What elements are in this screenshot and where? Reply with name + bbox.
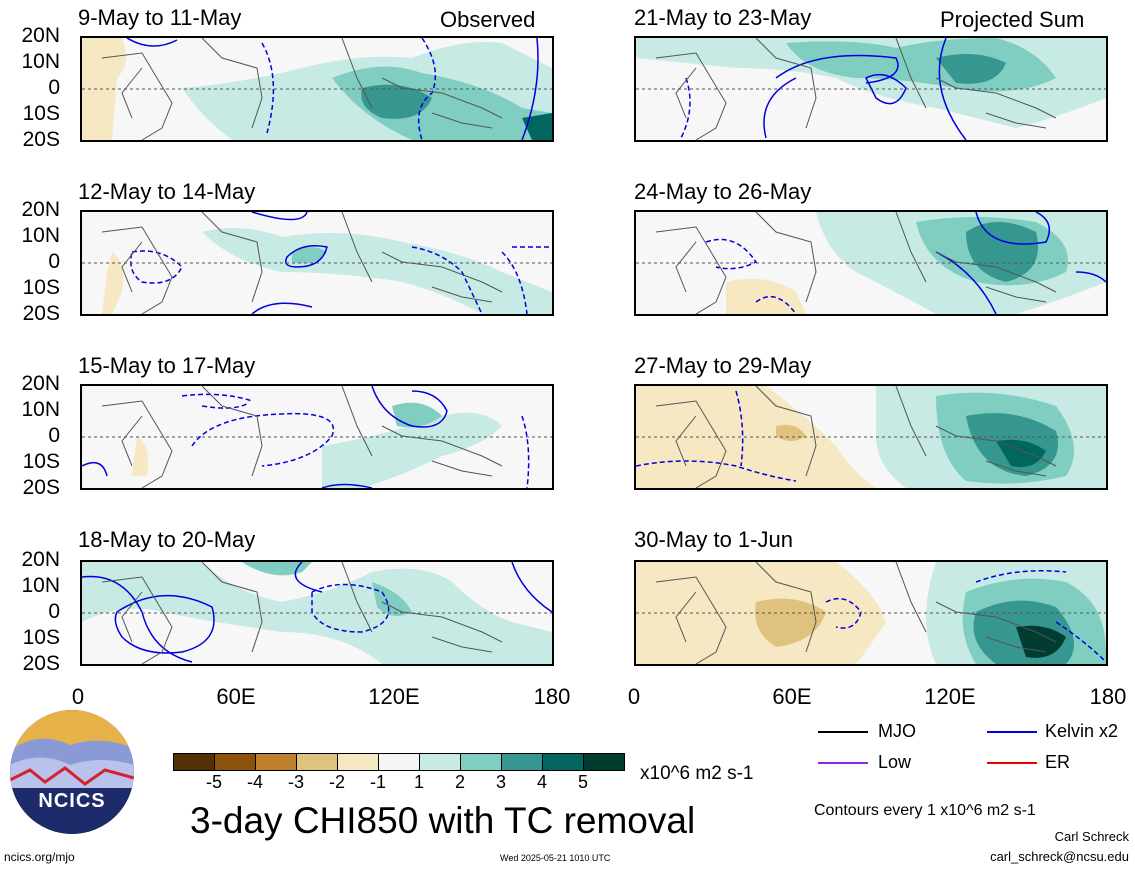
map-panel-7 bbox=[634, 384, 1108, 490]
colorbar-label: 1 bbox=[413, 772, 424, 792]
panel-title: 24-May to 26-May bbox=[634, 179, 812, 204]
panel-tag-projected: Projected Sum bbox=[940, 7, 1085, 32]
colorbar-swatch bbox=[173, 753, 215, 771]
site-link[interactable]: ncics.org/mjo bbox=[4, 850, 75, 864]
panel-title: 30-May to 1-Jun bbox=[634, 527, 793, 552]
lat-tick: 10S bbox=[22, 102, 60, 125]
main-title: 3-day CHI850 with TC removal bbox=[190, 800, 696, 841]
map-panel-3 bbox=[80, 384, 554, 490]
lon-tick: 180 bbox=[533, 684, 571, 709]
colorbar-swatch bbox=[214, 753, 256, 771]
lon-tick: 120E bbox=[368, 684, 420, 709]
lat-tick: 0 bbox=[48, 76, 60, 99]
map-panel-8 bbox=[634, 560, 1108, 666]
lat-tick: 20S bbox=[22, 476, 60, 499]
colorbar-label: 4 bbox=[536, 772, 547, 792]
lon-tick: 0 bbox=[71, 684, 85, 709]
lon-tick: 60E bbox=[216, 684, 256, 709]
colorbar-swatch bbox=[460, 753, 502, 771]
logo-text: NCICS bbox=[38, 790, 106, 812]
lon-tick: 0 bbox=[627, 684, 641, 709]
lon-tick: 120E bbox=[924, 684, 976, 709]
map-panel-4 bbox=[80, 560, 554, 666]
legend-label: Kelvin x2 bbox=[1045, 721, 1119, 741]
lat-tick: 20N bbox=[21, 24, 60, 47]
author: Carl Schreck bbox=[1054, 829, 1129, 844]
colorbar-units: x10^6 m2 s-1 bbox=[640, 763, 754, 784]
legend-swatch-mjo bbox=[818, 731, 868, 733]
colorbar-swatch bbox=[296, 753, 338, 771]
lat-tick: 10S bbox=[22, 450, 60, 473]
lat-tick: 10N bbox=[21, 50, 60, 73]
legend-swatch-kelvin bbox=[987, 731, 1037, 733]
colorbar-swatch bbox=[542, 753, 584, 771]
map-panel-6 bbox=[634, 210, 1108, 316]
panel-title: 27-May to 29-May bbox=[634, 353, 812, 378]
colorbar-label: -3 bbox=[287, 772, 304, 792]
lat-tick: 0 bbox=[48, 250, 60, 273]
timestamp: Wed 2025-05-21 1010 UTC bbox=[500, 853, 611, 863]
map-panel-1 bbox=[80, 36, 554, 142]
lat-tick: 20N bbox=[21, 372, 60, 395]
colorbar-swatch bbox=[419, 753, 461, 771]
colorbar-label: -2 bbox=[328, 772, 345, 792]
lat-tick: 10N bbox=[21, 574, 60, 597]
colorbar-label: 2 bbox=[454, 772, 465, 792]
legend-label: MJO bbox=[878, 721, 916, 741]
lat-tick: 20S bbox=[22, 652, 60, 675]
colorbar-label: 5 bbox=[577, 772, 588, 792]
lat-tick: 0 bbox=[48, 424, 60, 447]
panel-title: 18-May to 20-May bbox=[78, 527, 256, 552]
legend-label: ER bbox=[1045, 752, 1071, 772]
panel-title: 15-May to 17-May bbox=[78, 353, 256, 378]
colorbar-label: 3 bbox=[495, 772, 506, 792]
colorbar-swatch bbox=[378, 753, 420, 771]
colorbar-label: -1 bbox=[369, 772, 386, 792]
lat-tick: 10N bbox=[21, 224, 60, 247]
legend-swatch-er bbox=[987, 762, 1037, 764]
lat-tick: 10N bbox=[21, 398, 60, 421]
colorbar-label: -4 bbox=[246, 772, 263, 792]
lat-tick: 10S bbox=[22, 276, 60, 299]
lat-tick: 10S bbox=[22, 626, 60, 649]
contour-note: Contours every 1 x10^6 m2 s-1 bbox=[814, 802, 1036, 819]
panel-title: 9-May to 11-May bbox=[78, 5, 242, 30]
lon-tick: 180 bbox=[1089, 684, 1127, 709]
panel-tag-observed: Observed bbox=[440, 7, 536, 32]
colorbar-swatch bbox=[255, 753, 297, 771]
lat-tick: 20S bbox=[22, 128, 60, 151]
author-email: carl_schreck@ncsu.edu bbox=[990, 849, 1129, 864]
colorbar-swatch bbox=[337, 753, 379, 771]
lat-tick: 20N bbox=[21, 548, 60, 571]
panel-title: 12-May to 14-May bbox=[78, 179, 256, 204]
lon-tick: 60E bbox=[772, 684, 812, 709]
colorbar-swatch bbox=[583, 753, 625, 771]
colorbar-label: -5 bbox=[205, 772, 222, 792]
colorbar-swatch bbox=[501, 753, 543, 771]
lat-tick: 20S bbox=[22, 302, 60, 325]
ncics-logo: NCICS bbox=[10, 710, 134, 834]
lat-tick: 20N bbox=[21, 198, 60, 221]
legend-label: Low bbox=[878, 752, 912, 772]
legend-swatch-low bbox=[818, 762, 868, 764]
panel-title: 21-May to 23-May bbox=[634, 5, 812, 30]
map-panel-2 bbox=[80, 210, 554, 316]
lat-tick: 0 bbox=[48, 600, 60, 623]
map-panel-5 bbox=[634, 36, 1108, 142]
